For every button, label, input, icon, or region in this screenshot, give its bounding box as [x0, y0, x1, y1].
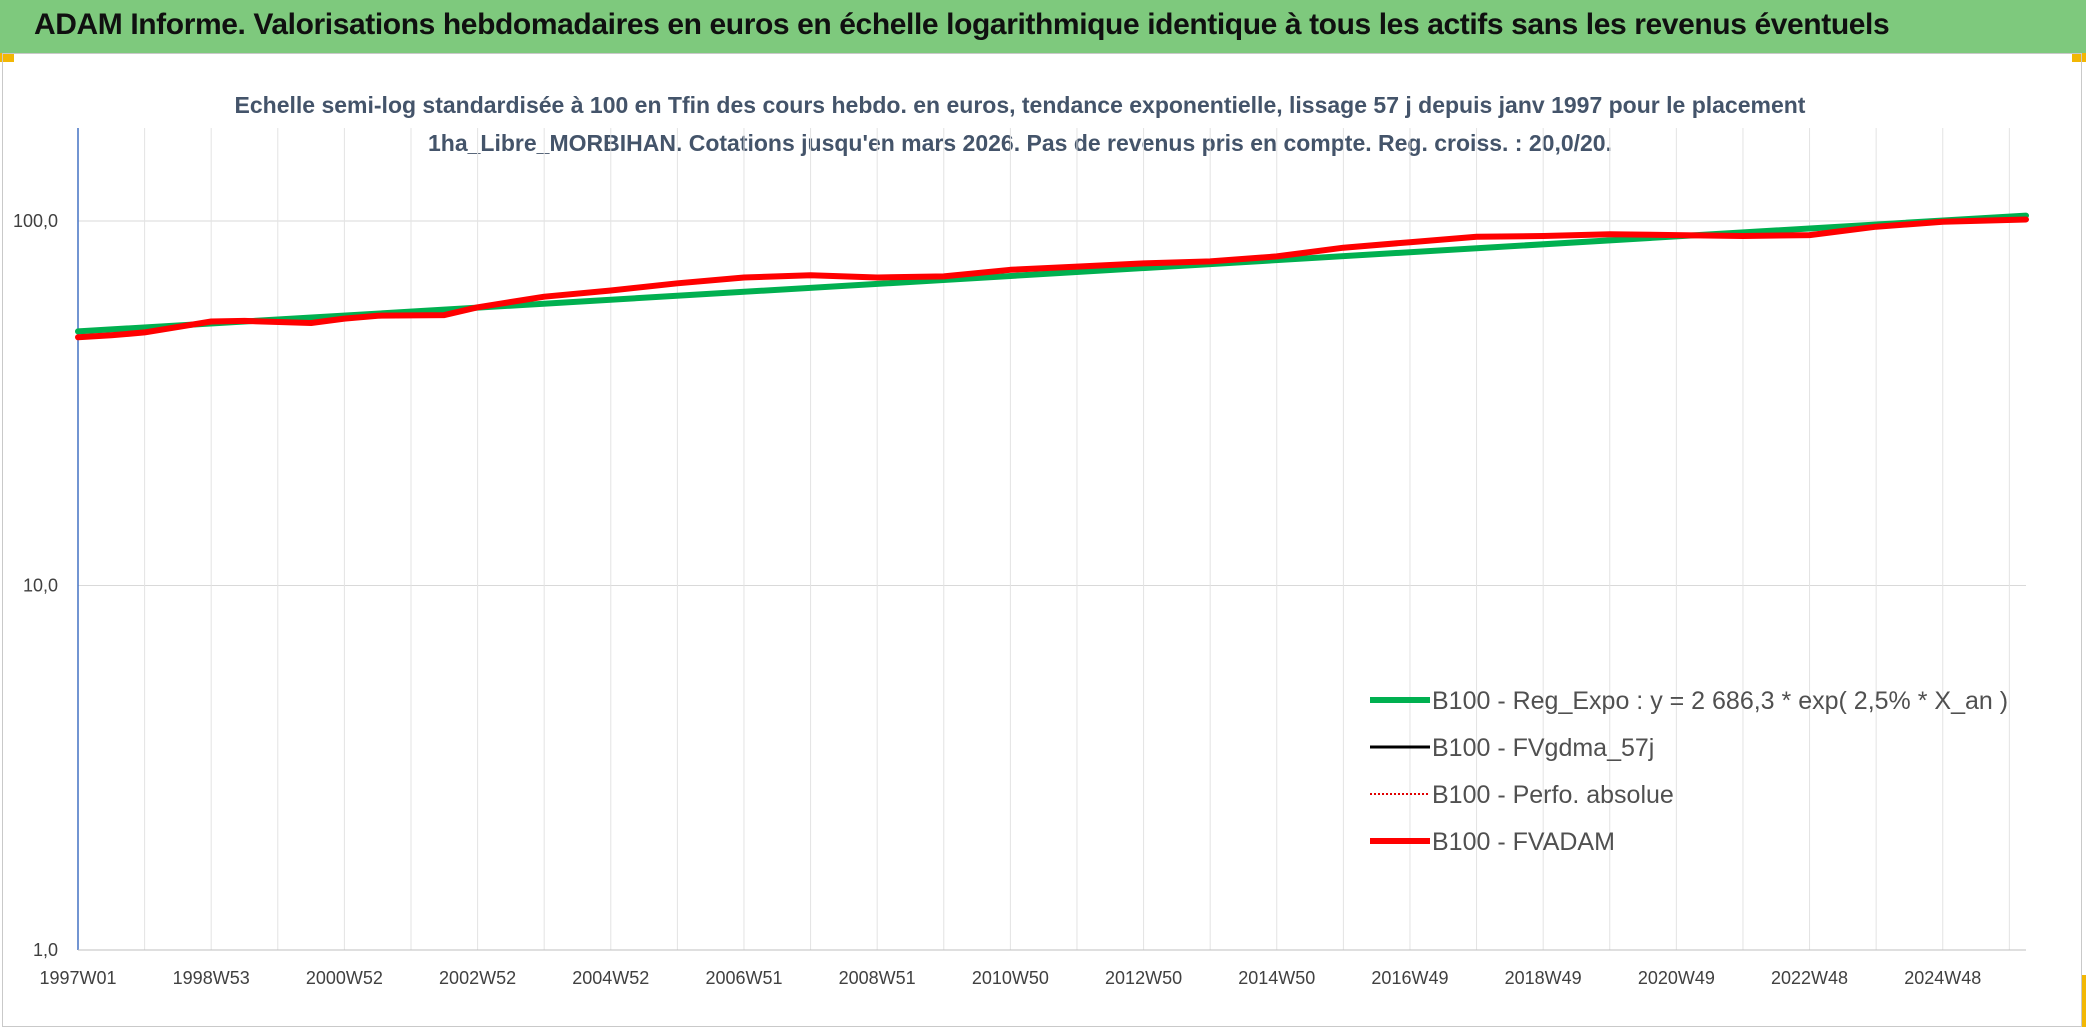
x-tick-label: 2000W52	[306, 968, 383, 988]
x-tick-label: 2002W52	[439, 968, 516, 988]
report-title: ADAM Informe. Valorisations hebdomadaire…	[34, 8, 1890, 41]
chart-frame	[2, 53, 2082, 1027]
series-line-3	[75, 216, 2029, 341]
corner-marker-bottom-right	[2081, 975, 2086, 1027]
x-tick-label: 2018W49	[1505, 968, 1582, 988]
y-tick-label: 1,0	[33, 940, 58, 960]
x-tick-label: 2008W51	[839, 968, 916, 988]
y-tick-label: 100,0	[13, 211, 58, 231]
legend-label-0: B100 - Reg_Expo : y = 2 686,3 * exp( 2,5…	[1432, 687, 2008, 715]
x-tick-label: 2022W48	[1771, 968, 1848, 988]
legend-label-1: B100 - FVgdma_57j	[1432, 734, 1654, 762]
x-tick-label: 1997W01	[39, 968, 116, 988]
x-tick-label: 2010W50	[972, 968, 1049, 988]
x-tick-label: 2006W51	[705, 968, 782, 988]
x-tick-label: 2012W50	[1105, 968, 1182, 988]
legend-label-3: B100 - FVADAM	[1432, 828, 1615, 856]
x-tick-label: 2020W49	[1638, 968, 1715, 988]
x-tick-label: 1998W53	[173, 968, 250, 988]
x-tick-label: 2014W50	[1238, 968, 1315, 988]
x-tick-label: 2024W48	[1904, 968, 1981, 988]
chart-title: Echelle semi-log standardisée à 100 en T…	[234, 92, 1806, 156]
x-tick-label: 2016W49	[1371, 968, 1448, 988]
y-tick-label: 10,0	[23, 576, 58, 596]
legend-label-2: B100 - Perfo. absolue	[1432, 781, 1674, 809]
corner-marker-top-right	[2072, 53, 2086, 62]
report-header: ADAM Informe. Valorisations hebdomadaire…	[0, 0, 2086, 53]
x-tick-label: 2004W52	[572, 968, 649, 988]
corner-marker-top-left	[0, 53, 14, 62]
